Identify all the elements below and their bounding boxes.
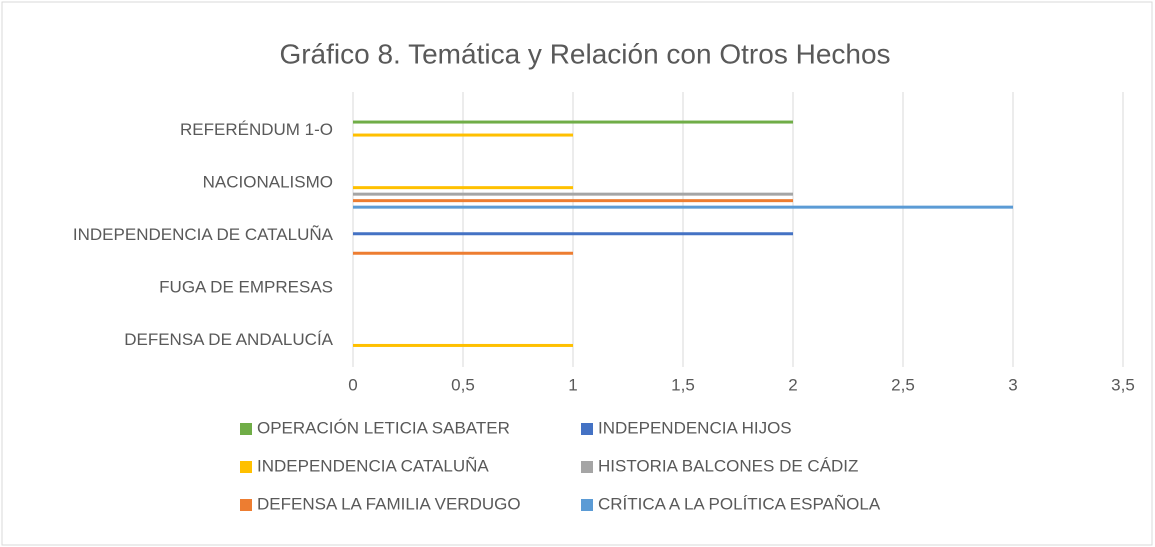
legend-swatch	[240, 499, 252, 511]
legend-swatch	[240, 461, 252, 473]
x-tick-label: 3,5	[1111, 375, 1135, 394]
legend-label: INDEPENDENCIA HIJOS	[598, 418, 792, 437]
legend-swatch	[240, 423, 252, 435]
bar	[353, 186, 573, 190]
bar	[353, 133, 573, 137]
legend-label: HISTORIA BALCONES DE CÁDIZ	[598, 456, 858, 475]
bar	[353, 192, 793, 196]
legend-swatch	[581, 423, 593, 435]
x-tick-label: 2,5	[891, 375, 915, 394]
legend-label: OPERACIÓN LETICIA SABATER	[257, 418, 510, 437]
legend-swatch	[581, 461, 593, 473]
legend-label: CRÍTICA A LA POLÍTICA ESPAÑOLA	[598, 494, 881, 513]
y-tick-label: FUGA DE EMPRESAS	[159, 278, 333, 297]
x-tick-label: 0	[348, 375, 357, 394]
y-tick-label: REFERÉNDUM 1-O	[180, 120, 333, 139]
bar	[353, 120, 793, 124]
y-tick-label: INDEPENDENCIA DE CATALUÑA	[73, 225, 334, 244]
bar	[353, 343, 573, 347]
x-tick-label: 0,5	[451, 375, 475, 394]
bar	[353, 232, 793, 236]
y-tick-label: NACIONALISMO	[203, 172, 333, 191]
x-tick-label: 3	[1008, 375, 1017, 394]
legend-label: DEFENSA LA FAMILIA VERDUGO	[257, 494, 521, 513]
bar	[353, 199, 793, 203]
bar	[353, 251, 573, 255]
bar	[353, 205, 1013, 209]
chart-title: Gráfico 8. Temática y Relación con Otros…	[279, 38, 890, 69]
y-tick-label: DEFENSA DE ANDALUCÍA	[124, 330, 333, 349]
legend-label: INDEPENDENCIA CATALUÑA	[257, 456, 489, 475]
x-tick-label: 2	[788, 375, 797, 394]
legend-swatch	[581, 499, 593, 511]
x-tick-label: 1,5	[671, 375, 695, 394]
x-tick-label: 1	[568, 375, 577, 394]
